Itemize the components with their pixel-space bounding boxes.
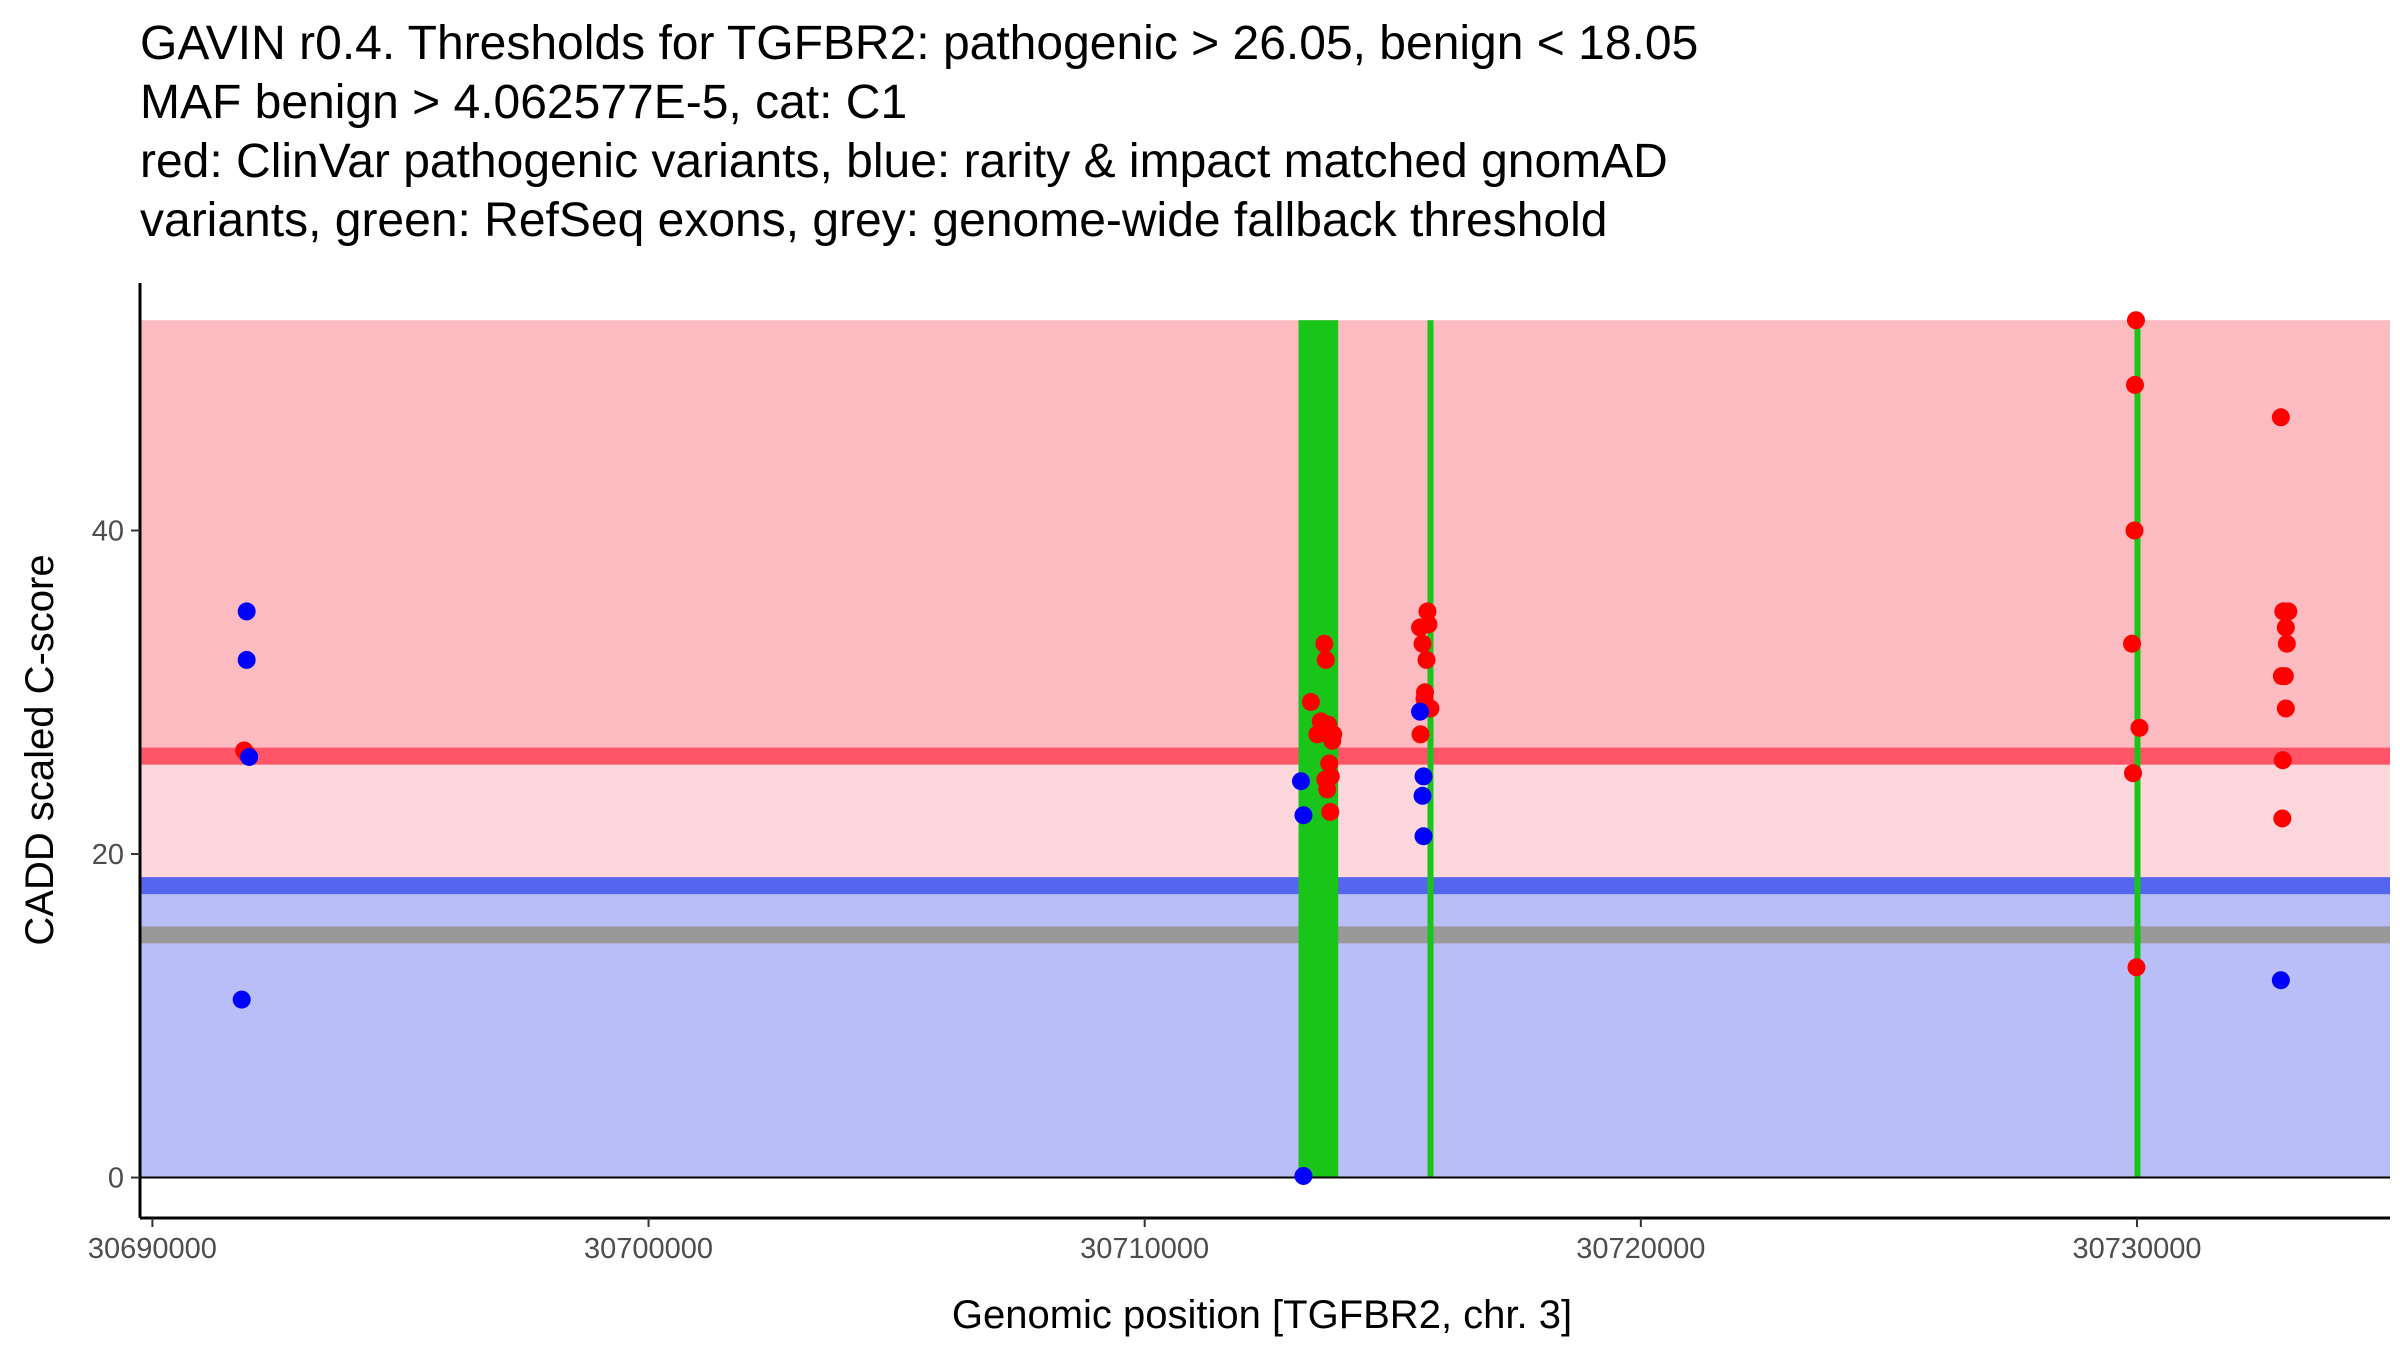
clinvar-point-15 bbox=[1321, 802, 1340, 821]
exon-bar-3 bbox=[2134, 320, 2141, 1178]
title-line-3: red: ClinVar pathogenic variants, blue: … bbox=[140, 135, 1668, 188]
data-points bbox=[232, 311, 2298, 1185]
clinvar-point-21 bbox=[1418, 602, 1437, 621]
clinvar-point-32 bbox=[2127, 958, 2146, 977]
gnomad-point-10 bbox=[1413, 786, 1432, 805]
x-tick-label-3: 30710000 bbox=[1080, 1233, 1209, 1265]
clinvar-point-41 bbox=[2273, 751, 2292, 770]
clinvar-point-39 bbox=[2272, 667, 2291, 686]
clinvar-point-28 bbox=[2126, 311, 2145, 330]
clinvar-point-36 bbox=[2276, 618, 2295, 637]
clinvar-point-37 bbox=[2277, 634, 2296, 653]
clinvar-point-20 bbox=[1411, 725, 1430, 744]
pathogenic-band bbox=[140, 320, 2390, 757]
x-tick-label-2: 30700000 bbox=[584, 1233, 713, 1265]
gnomad-point-3 bbox=[240, 747, 259, 766]
gnomad-point-8 bbox=[1411, 702, 1430, 721]
title-line-2: MAF benign > 4.062577E-5, cat: C1 bbox=[140, 76, 908, 129]
clinvar-point-42 bbox=[2273, 809, 2292, 828]
clinvar-point-40 bbox=[2276, 699, 2295, 718]
clinvar-point-12 bbox=[1321, 767, 1340, 786]
gnomad-point-2 bbox=[237, 650, 256, 669]
clinvar-point-29 bbox=[2125, 375, 2144, 394]
clinvar-point-22 bbox=[1419, 615, 1438, 634]
clinvar-point-3 bbox=[1301, 692, 1320, 711]
clinvar-point-30 bbox=[2125, 521, 2144, 540]
clinvar-point-35 bbox=[2279, 602, 2298, 621]
x-axis-title: Genomic position [TGFBR2, chr. 3] bbox=[952, 1293, 1572, 1337]
clinvar-point-14 bbox=[1324, 725, 1343, 744]
intermediate-band bbox=[140, 756, 2390, 886]
clinvar-point-6 bbox=[1315, 634, 1334, 653]
ticks: 30690000 30700000 30710000 30720000 30730000… bbox=[88, 516, 2202, 1266]
clinvar-point-17 bbox=[1413, 634, 1432, 653]
gnomad-point-7 bbox=[1294, 1166, 1313, 1185]
gnomad-point-4 bbox=[232, 990, 251, 1009]
threshold-lines bbox=[140, 747, 2390, 944]
title-line-1: GAVIN r0.4. Thresholds for TGFBR2: patho… bbox=[140, 17, 1699, 70]
y-axis-title: CADD scaled C-score bbox=[18, 554, 62, 945]
y-tick-label-3: 40 bbox=[92, 516, 124, 548]
gnomad-point-5 bbox=[1291, 772, 1310, 791]
x-tick-label-1: 30690000 bbox=[88, 1233, 217, 1265]
gnomad-point-1 bbox=[237, 602, 256, 621]
x-tick-label-5: 30730000 bbox=[2072, 1233, 2201, 1265]
clinvar-point-26 bbox=[2123, 634, 2142, 653]
x-tick-label-4: 30720000 bbox=[1576, 1233, 1705, 1265]
gnomad-point-9 bbox=[1414, 767, 1433, 786]
clinvar-point-33 bbox=[2271, 408, 2290, 427]
gnomad-point-11 bbox=[1414, 827, 1433, 846]
title-line-4: variants, green: RefSeq exons, grey: gen… bbox=[140, 194, 1608, 247]
clinvar-point-31 bbox=[2130, 718, 2149, 737]
exon-bar-2 bbox=[1427, 320, 1434, 1178]
clinvar-point-27 bbox=[2123, 764, 2142, 783]
y-tick-label-2: 20 bbox=[92, 839, 124, 871]
y-tick-label-1: 0 bbox=[108, 1163, 124, 1195]
gnomad-point-6 bbox=[1294, 806, 1313, 825]
clinvar-point-7 bbox=[1316, 650, 1335, 669]
clinvar-point-23 bbox=[1417, 650, 1436, 669]
gnomad-point-12 bbox=[2271, 971, 2290, 990]
axes bbox=[138, 283, 2390, 1220]
chart-title: GAVIN r0.4. Thresholds for TGFBR2: patho… bbox=[140, 14, 1698, 250]
